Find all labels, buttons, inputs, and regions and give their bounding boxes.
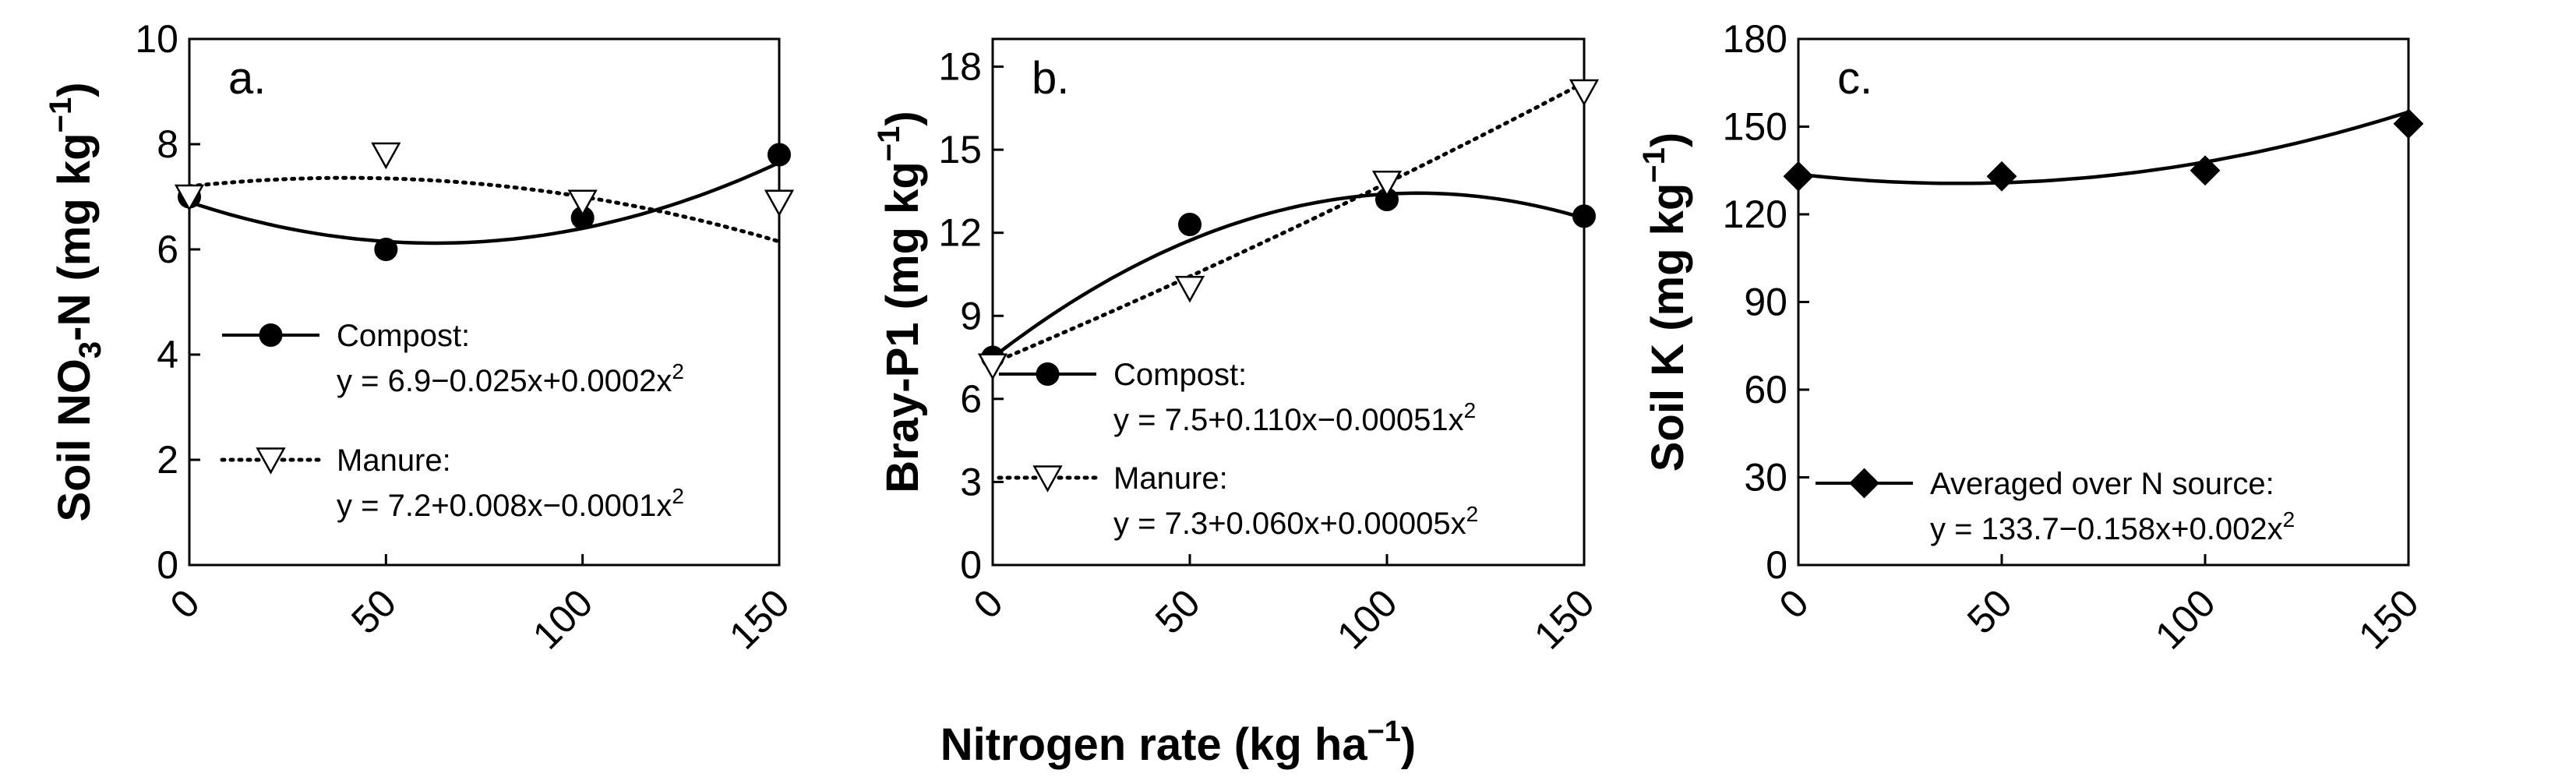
x-tick-label: 100 <box>524 581 602 658</box>
data-point <box>1572 204 1596 228</box>
x-tick-label: 100 <box>1329 581 1406 658</box>
x-tick-label: 0 <box>162 581 208 627</box>
y-tick-label: 0 <box>157 543 178 587</box>
y-tick-label: 0 <box>960 543 982 587</box>
y-tick-label: 30 <box>1744 456 1787 500</box>
y-tick-label: 0 <box>1766 543 1787 587</box>
x-tick-label: 150 <box>721 581 798 658</box>
shared-x-axis-label: Nitrogen rate (kg ha−1) <box>940 715 1417 770</box>
legend-label: Manure: <box>1113 461 1228 496</box>
x-tick-label: 50 <box>343 581 404 642</box>
y-axis-label: Bray-P1 (mg kg−1) <box>872 111 928 493</box>
series-fit-line <box>991 191 1585 359</box>
data-point <box>764 189 795 217</box>
y-tick-label: 150 <box>1723 105 1787 149</box>
data-point <box>2190 155 2221 186</box>
data-point <box>2393 108 2424 140</box>
legend-label: Averaged over N source: <box>1930 467 2274 501</box>
series-fit-line <box>189 161 780 245</box>
data-point <box>1986 161 2017 192</box>
data-point <box>1371 171 1403 198</box>
legend-equation: y = 7.5+0.110x−0.00051x2 <box>1113 398 1476 437</box>
y-tick-label: 3 <box>960 460 982 503</box>
data-point <box>1783 161 1814 192</box>
data-point <box>977 353 1008 380</box>
y-tick-label: 2 <box>157 438 178 482</box>
y-tick-label: 90 <box>1744 281 1787 324</box>
legend-marker <box>1036 362 1060 386</box>
y-tick-label: 60 <box>1744 368 1787 411</box>
legend-label: Manure: <box>337 443 451 478</box>
legend-equation: y = 6.9−0.025x+0.0002x2 <box>337 359 684 398</box>
y-tick-label: 180 <box>1723 17 1787 61</box>
legend-marker <box>1849 468 1879 499</box>
y-tick-label: 120 <box>1723 192 1787 236</box>
y-tick-label: 6 <box>157 228 178 271</box>
panel-label: c. <box>1837 53 1872 104</box>
y-tick-label: 4 <box>157 333 178 376</box>
x-tick-label: 150 <box>1526 581 1603 658</box>
y-tick-label: 15 <box>938 128 982 171</box>
data-point <box>174 184 205 212</box>
panel-label: a. <box>228 53 266 104</box>
y-tick-label: 18 <box>938 45 982 89</box>
y-tick-label: 6 <box>960 377 982 421</box>
x-tick-label: 50 <box>1147 581 1209 642</box>
y-tick-label: 9 <box>960 294 982 337</box>
data-point <box>567 189 598 217</box>
chart-panel-2: 0 3 6 9 12 15 18 0 50 100 150 Bray-P1 (mg kg−1) b. Co… <box>872 37 1603 658</box>
data-point <box>374 238 398 261</box>
legend-marker <box>1032 465 1063 493</box>
y-tick-label: 8 <box>157 122 178 166</box>
x-tick-label: 0 <box>1771 581 1817 627</box>
series-fit-line <box>187 175 782 244</box>
legend-marker <box>256 447 286 475</box>
y-tick-label: 10 <box>135 17 178 61</box>
x-tick-label: 50 <box>1959 581 2020 642</box>
panel-label: b. <box>1032 53 1069 104</box>
x-tick-label: 150 <box>2350 581 2427 658</box>
data-point <box>371 142 401 170</box>
legend-equation: y = 133.7−0.158x+0.002x2 <box>1930 507 2295 546</box>
data-point <box>1569 79 1600 107</box>
chart-panel-3: 0 30 60 90 120 150 180 0 50 100 150 Soil K (mg kg−1… <box>1637 17 2427 658</box>
plot-frame <box>991 37 1586 567</box>
data-point <box>768 143 791 167</box>
legend-equation: y = 7.2+0.008x−0.0001x2 <box>337 484 684 523</box>
legend-equation: y = 7.3+0.060x+0.00005x2 <box>1113 502 1478 541</box>
series-fit-line <box>990 80 1586 366</box>
legend-label: Compost: <box>337 319 470 353</box>
legend-label: Compost: <box>1113 358 1247 392</box>
y-axis-label: Soil NO3-N (mg kg−1) <box>44 82 108 521</box>
x-tick-label: 100 <box>2147 581 2224 658</box>
y-axis-label: Soil K (mg kg−1) <box>1637 132 1693 472</box>
y-tick-label: 12 <box>938 211 982 255</box>
legend-marker <box>259 323 283 347</box>
data-point <box>1174 276 1205 303</box>
data-point <box>1178 213 1202 237</box>
x-tick-label: 0 <box>965 581 1011 627</box>
plot-frame <box>188 37 781 567</box>
series-fit-line <box>1798 110 2409 185</box>
